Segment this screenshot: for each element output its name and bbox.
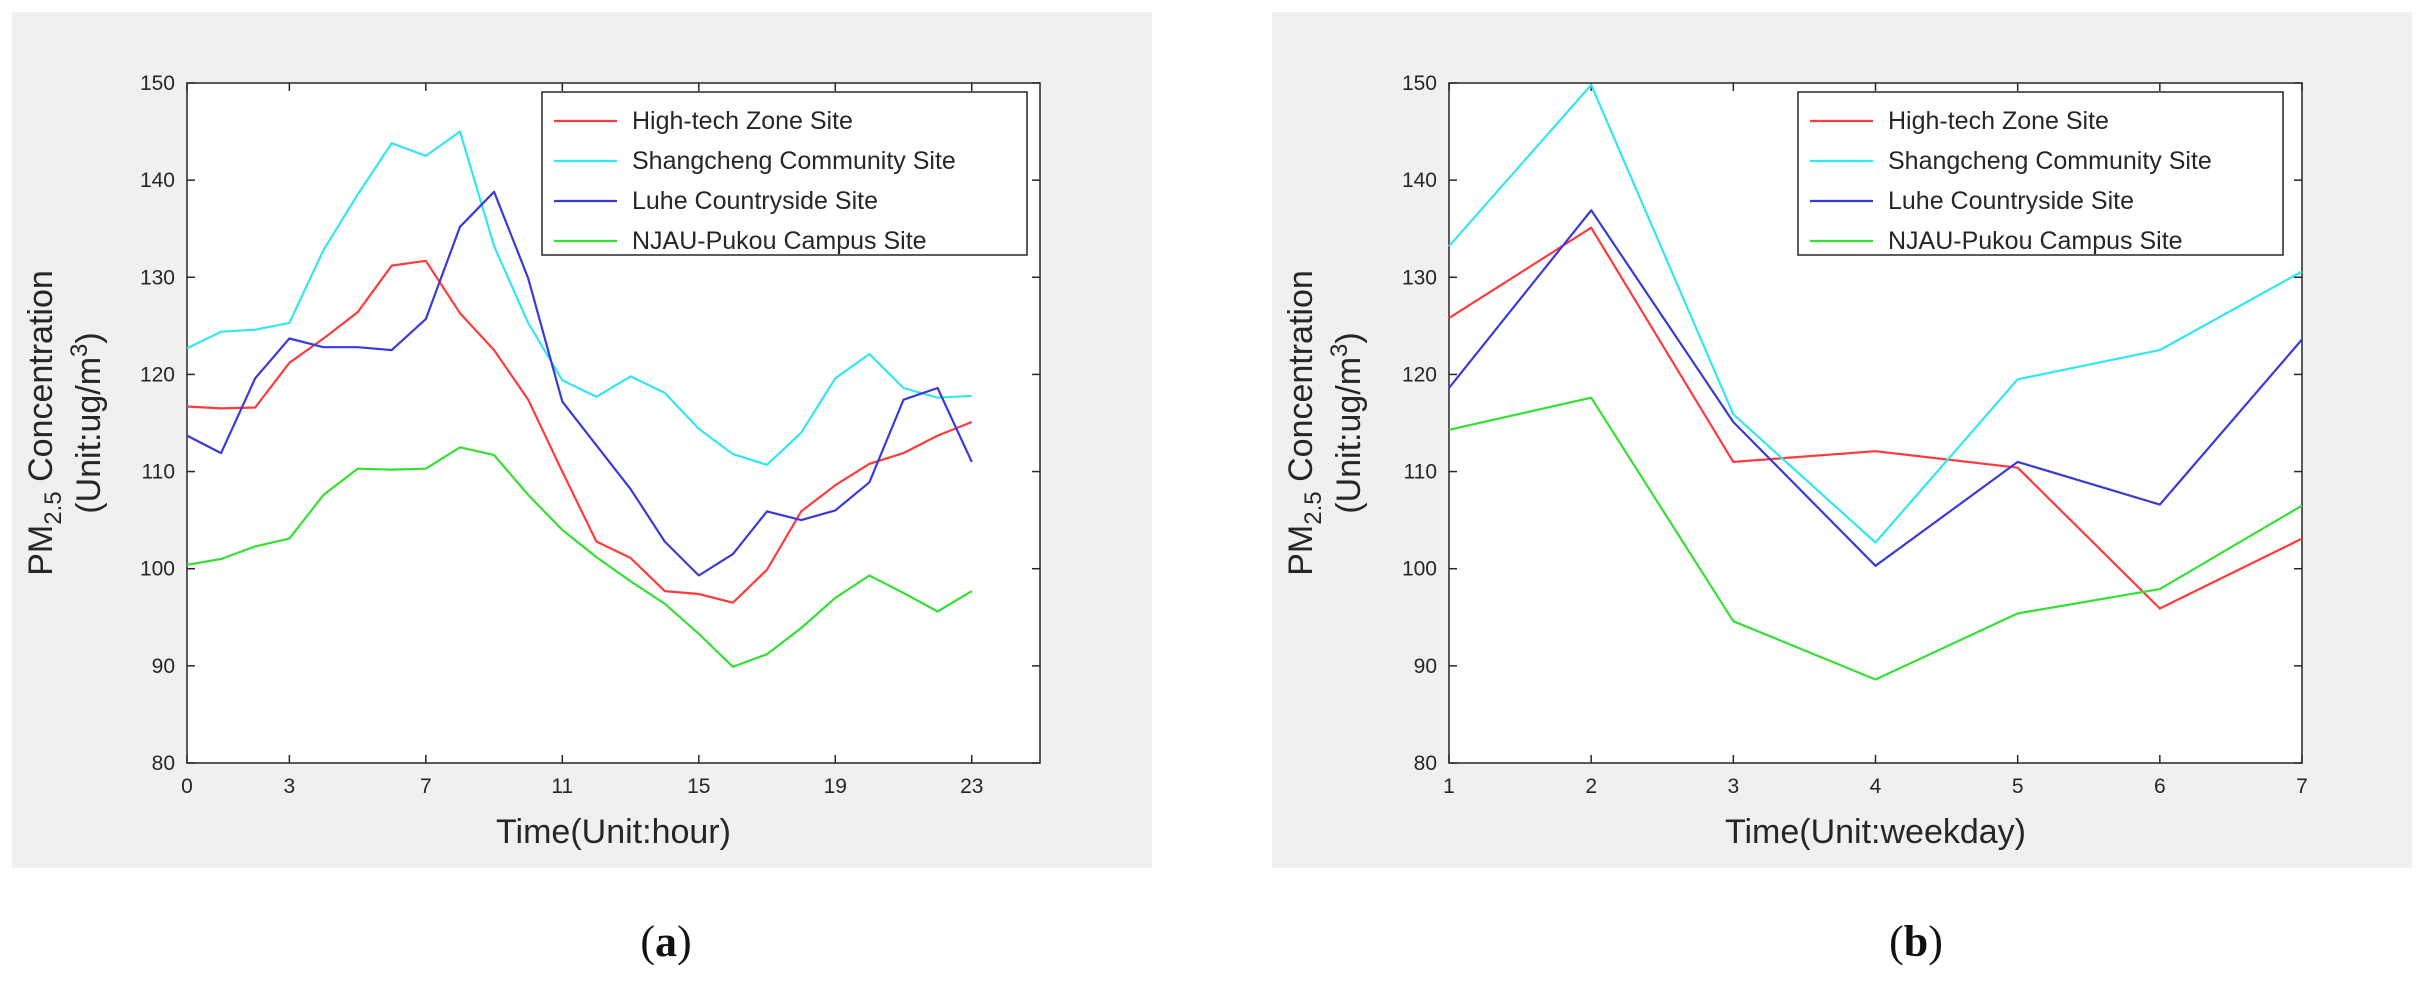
- y-tick-label: 150: [140, 72, 175, 95]
- x-tick-label: 23: [960, 775, 983, 798]
- series-line-high-tech-zone-site: [186, 259, 973, 604]
- y-tick-label: 110: [142, 461, 175, 484]
- series-line-luhe-countryside-site: [186, 190, 973, 577]
- x-tick-label: 4: [1870, 775, 1882, 798]
- x-tick-label: 11: [551, 775, 573, 798]
- x-axis-label: Time(Unit:weekday): [1725, 813, 2026, 851]
- legend-label-njau-pukou-campus-site: NJAU-Pukou Campus Site: [1888, 227, 2183, 255]
- legend-label-shangcheng-community-site: Shangcheng Community Site: [1888, 147, 2212, 175]
- legend-label-high-tech-zone-site: High-tech Zone Site: [1888, 107, 2109, 135]
- chart-panel-a: 80 90 100 110 120 130 140 150 0 3 7 11 15 19 23 Time(Un…: [12, 12, 1152, 868]
- y-tick-label: 100: [1402, 558, 1437, 581]
- y-tick-label: 150: [1402, 72, 1437, 95]
- legend-box: [541, 91, 1028, 256]
- x-tick-label: 1: [1443, 775, 1455, 798]
- legend-box: [1797, 91, 2284, 256]
- x-tick-label: 5: [2012, 775, 2024, 798]
- y-tick-label: 120: [1402, 363, 1437, 386]
- y-tick-label: 100: [140, 558, 175, 581]
- legend: High-tech Zone Site Shangcheng Community …: [1797, 91, 2284, 256]
- y-axis-label-line1: PM2.5 Concentration: [22, 270, 67, 576]
- chart-panel-b: 80 90 100 110 120 130 140 150 1 2 3 4 5 6 7 Time(Unit:w…: [1272, 12, 2412, 868]
- series-line-njau-pukou-campus-site: [1448, 396, 2303, 681]
- legend: High-tech Zone Site Shangcheng Community …: [541, 91, 1028, 256]
- x-tick-label: 19: [824, 775, 847, 798]
- y-tick-label: 140: [1402, 169, 1437, 192]
- y-tick-label: 130: [1402, 266, 1437, 289]
- y-tick-label: 140: [140, 169, 175, 192]
- legend-label-luhe-countryside-site: Luhe Countryside Site: [632, 187, 878, 215]
- x-axis-label: Time(Unit:hour): [496, 813, 731, 851]
- legend-label-njau-pukou-campus-site: NJAU-Pukou Campus Site: [632, 227, 927, 255]
- legend-label-shangcheng-community-site: Shangcheng Community Site: [632, 147, 956, 175]
- chart-b-svg: 80 90 100 110 120 130 140 150 1 2 3 4 5 6 7 Time(Unit:w…: [1282, 72, 2308, 851]
- y-tick-label: 130: [140, 266, 175, 289]
- caption-b: (b): [1889, 917, 1943, 966]
- x-tick-label: 7: [2296, 775, 2308, 798]
- x-tick-label: 6: [2154, 775, 2166, 798]
- series-line-high-tech-zone-site: [1448, 226, 2303, 610]
- x-tick-label: 7: [420, 775, 432, 798]
- y-tick-label: 110: [1404, 461, 1437, 484]
- y-axis-label: PM2.5 Concentration (Unit:ug/m3): [22, 270, 108, 576]
- x-tick-label: 15: [687, 775, 710, 798]
- y-tick-label: 120: [140, 363, 175, 386]
- x-tick-label: 0: [181, 775, 193, 798]
- x-tick-label: 3: [284, 775, 296, 798]
- x-tick-label: 2: [1585, 775, 1597, 798]
- y-axis-label-line2: (Unit:ug/m3): [66, 332, 108, 514]
- series-line-njau-pukou-campus-site: [186, 446, 973, 668]
- y-axis-label-line1: PM2.5 Concentration: [1282, 270, 1327, 576]
- chart-a-svg: 80 90 100 110 120 130 140 150 0 3 7 11 15 19 23 Time(Un…: [22, 72, 1041, 851]
- x-tick-label: 3: [1727, 775, 1739, 798]
- series-line-shangcheng-community-site: [1448, 83, 2303, 544]
- y-tick-label: 80: [152, 752, 175, 775]
- series-line-luhe-countryside-site: [1448, 209, 2303, 567]
- legend-label-luhe-countryside-site: Luhe Countryside Site: [1888, 187, 2134, 215]
- series-line-shangcheng-community-site: [186, 130, 972, 466]
- y-axis-label-line2: (Unit:ug/m3): [1326, 332, 1368, 514]
- legend-label-high-tech-zone-site: High-tech Zone Site: [632, 107, 853, 135]
- caption-a: (a): [640, 917, 692, 966]
- y-axis-label: PM2.5 Concentration (Unit:ug/m3): [1282, 270, 1368, 576]
- y-tick-label: 90: [152, 655, 175, 678]
- y-tick-label: 90: [1414, 655, 1437, 678]
- y-tick-label: 80: [1414, 752, 1437, 775]
